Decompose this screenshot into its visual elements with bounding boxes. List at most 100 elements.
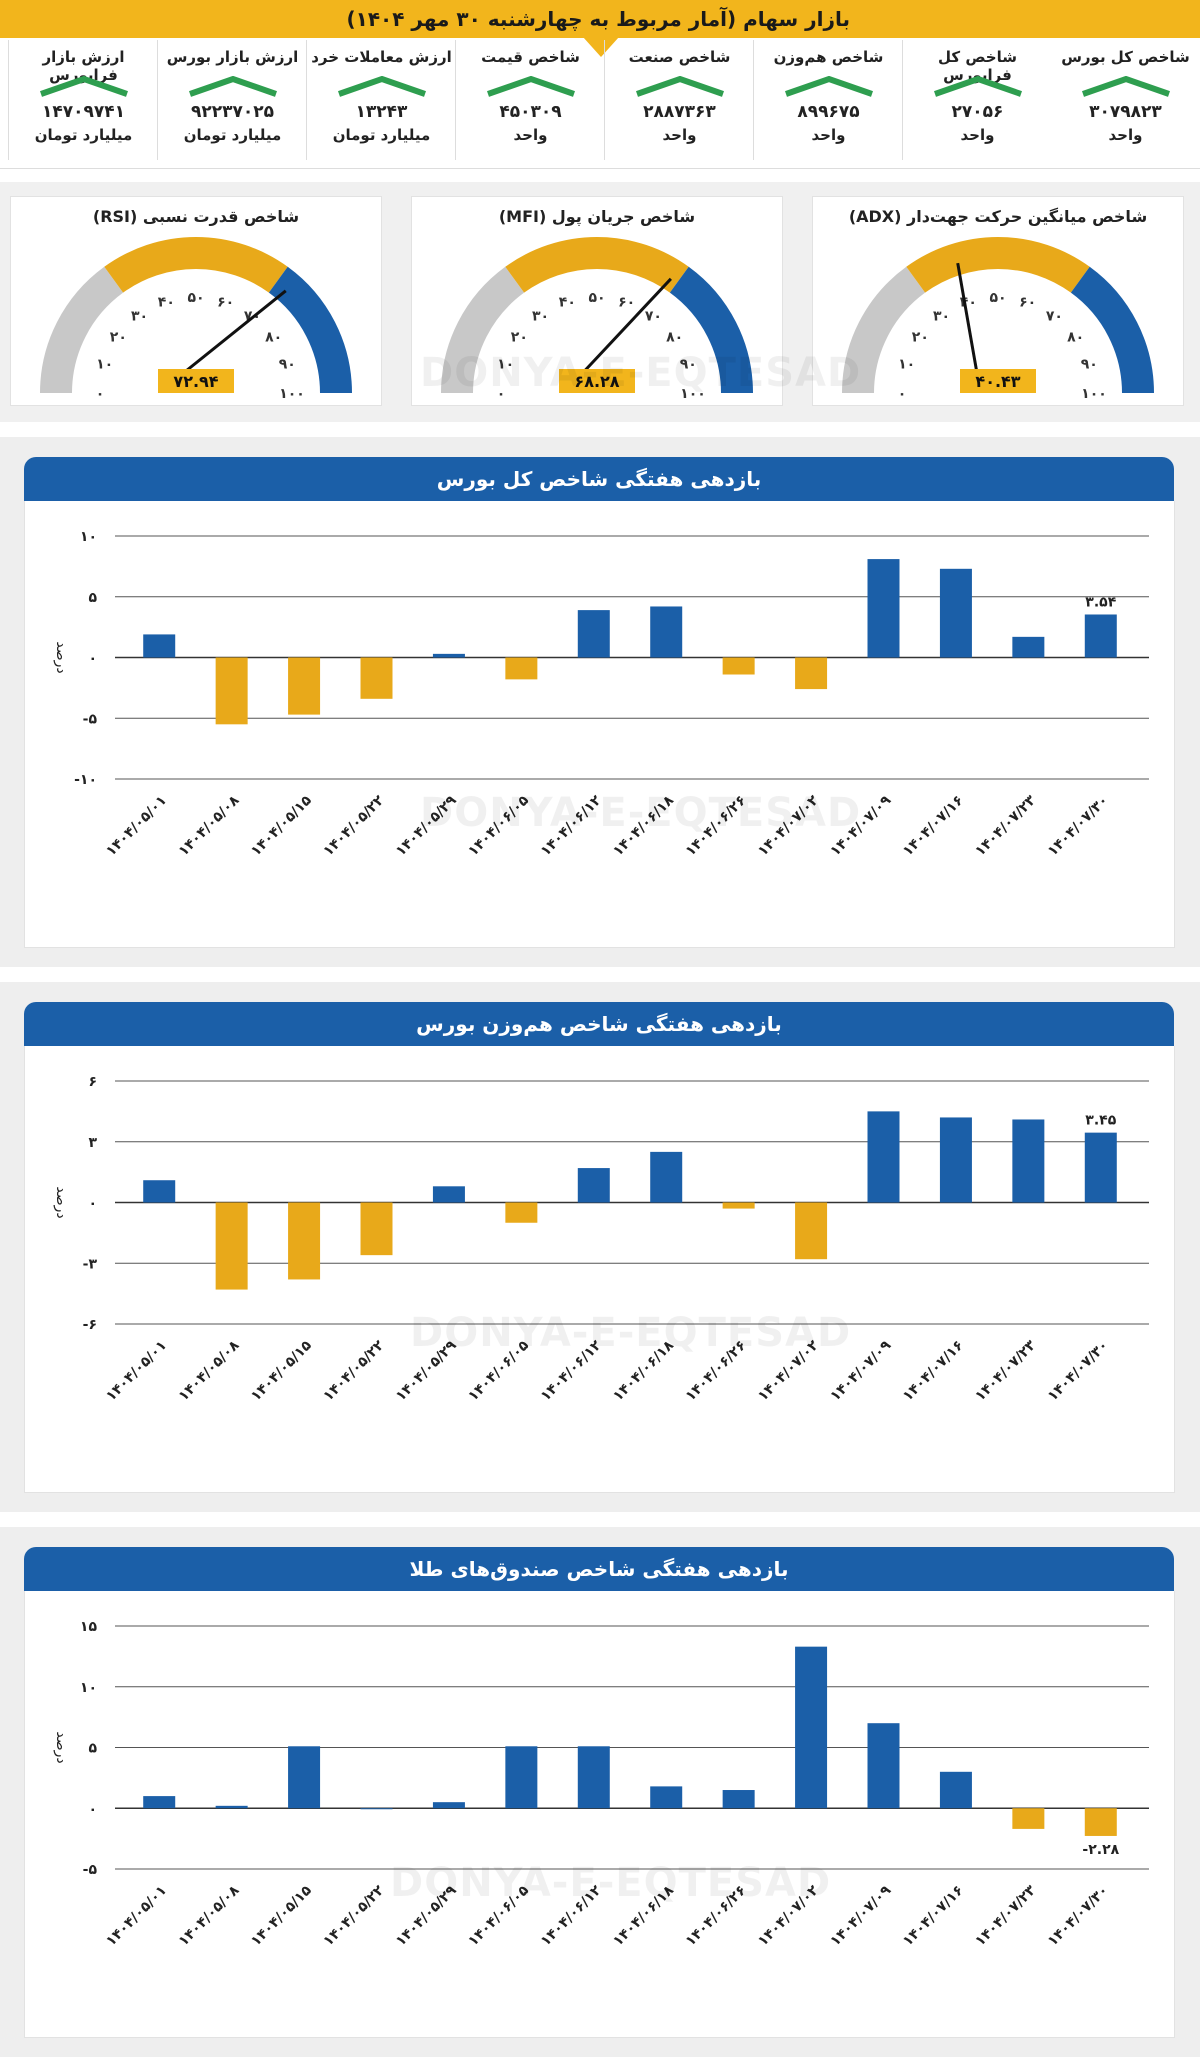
bar xyxy=(1012,636,1045,658)
gauge-title: شاخص میانگین حرکت جهت‌دار (ADX) xyxy=(848,207,1148,226)
stat-unit: میلیارد تومان xyxy=(183,126,282,144)
x-tick-label: ۱۴۰۴/۰۵/۲۲ xyxy=(320,1337,387,1404)
bar xyxy=(432,1186,465,1203)
stat-value: ۳۰۷۹۸۲۳ xyxy=(1089,102,1162,122)
gauge-tick-label: ۵۰ xyxy=(187,290,204,306)
bar xyxy=(1084,1808,1117,1836)
x-tick-label: ۱۴۰۴/۰۵/۰۱ xyxy=(103,1883,170,1950)
x-tick-label: ۱۴۰۴/۰۵/۱۵ xyxy=(248,1882,315,1949)
x-tick-label: ۱۴۰۴/۰۷/۱۶ xyxy=(900,1338,967,1405)
x-tick-label: ۱۴۰۴/۰۷/۲۳ xyxy=(972,1337,1039,1404)
x-tick-label: ۱۴۰۴/۰۷/۰۹ xyxy=(827,1882,894,1949)
bar xyxy=(505,1202,538,1223)
gauge-zone-mid xyxy=(505,237,689,293)
bar xyxy=(795,1646,828,1809)
gauge-zone-high xyxy=(1070,266,1154,394)
chart-section-equal-weight: بازدهی هفتگی شاخص هم‌وزن بورس ۶ ۳ ۰ -۳ -۶ درص… xyxy=(0,982,1200,1512)
x-tick-label: ۱۴۰۴/۰۷/۲۳ xyxy=(972,1882,1039,1949)
gauge-tick-label: ۴۰ xyxy=(559,295,576,311)
x-tick-label: ۱۴۰۴/۰۵/۰۸ xyxy=(176,792,243,859)
bar xyxy=(722,657,755,675)
y-tick-label: -۶ xyxy=(83,1317,97,1333)
bar xyxy=(360,1202,393,1256)
x-tick-label: ۱۴۰۴/۰۵/۱۵ xyxy=(248,792,315,859)
stat-label: شاخص قیمت xyxy=(481,48,580,66)
up-trend-icon xyxy=(487,76,575,97)
watermark-latin: DONYA-E-EQTESAD xyxy=(420,350,862,396)
y-axis-label: درصد xyxy=(53,1731,69,1763)
stat-retail-trade-value: ارزش معاملات خرد ۱۳۲۴۳ میلیارد تومان xyxy=(306,40,456,160)
stat-unit: واحد xyxy=(811,126,846,144)
bar xyxy=(867,559,900,658)
gauge-value-badge xyxy=(960,369,1036,393)
x-tick-label: ۱۴۰۴/۰۷/۳۰ xyxy=(1045,1883,1112,1950)
gauge-value-label: ۴۰.۴۳ xyxy=(975,372,1020,391)
gauge-tick-label: ۸۰ xyxy=(1067,330,1084,346)
x-tick-label: ۱۴۰۴/۰۵/۲۲ xyxy=(320,792,387,859)
gauge-tick-label: ۰ xyxy=(497,386,506,402)
bar xyxy=(577,1168,610,1203)
y-tick-label: -۳ xyxy=(83,1256,98,1272)
y-tick-label: ۱۵ xyxy=(80,1619,98,1635)
gauge-tick-label: ۶۰ xyxy=(618,295,635,311)
gauges-section: شاخص میانگین حرکت جهت‌دار (ADX) ۰ ۱۰ ۲۰ ۳۰ ۴… xyxy=(0,182,1200,422)
bar xyxy=(577,1746,610,1809)
stat-unit: واحد xyxy=(960,126,995,144)
gauge-tick-label: ۹۰ xyxy=(279,356,296,372)
stat-equal-weight-index: شاخص هم‌وزن ۸۹۹۶۷۵ واحد xyxy=(753,40,903,160)
gauge-tick-label: ۱۰ xyxy=(96,356,113,372)
gauge-needle xyxy=(956,262,980,380)
bar xyxy=(867,1723,900,1809)
watermark-latin: DONYA-E-EQTESAD xyxy=(410,1310,852,1356)
stat-farabourse-market-value: ارزش بازار فرابورس ۱۴۷۰۹۷۴۱ میلیارد توما… xyxy=(8,40,158,160)
bar xyxy=(143,634,176,658)
y-axis-label: درصد xyxy=(53,1186,69,1218)
gauge-tick-label: ۳۰ xyxy=(131,308,148,324)
bar xyxy=(577,610,610,658)
x-tick-label: ۱۴۰۴/۰۵/۰۸ xyxy=(176,1882,243,1949)
y-tick-label: ۰ xyxy=(88,1196,97,1212)
bar xyxy=(432,1802,465,1809)
stat-unit: میلیارد تومان xyxy=(34,126,133,144)
stat-label: ارزش بازار بورس xyxy=(166,48,299,66)
bar xyxy=(650,1786,683,1809)
gauge-adx: شاخص میانگین حرکت جهت‌دار (ADX) ۰ ۱۰ ۲۰ ۳۰ ۴… xyxy=(812,196,1184,406)
y-tick-label: -۵ xyxy=(83,711,98,727)
gauge-tick-label: ۶۰ xyxy=(1019,295,1036,311)
y-tick-label: ۶ xyxy=(88,1074,97,1090)
x-tick-label: ۱۴۰۴/۰۵/۲۲ xyxy=(320,1882,387,1949)
y-tick-label: ۱۰ xyxy=(80,1680,97,1696)
x-tick-label: ۱۴۰۴/۰۷/۱۶ xyxy=(900,1883,967,1950)
x-tick-label: ۱۴۰۴/۰۷/۲۳ xyxy=(972,792,1039,859)
gauge-title: شاخص جریان پول (MFI) xyxy=(498,207,696,226)
stats-row: شاخص کل بورس ۳۰۷۹۸۲۳ واحد شاخص کل فرابور… xyxy=(0,40,1200,169)
gauge-tick-label: ۲۰ xyxy=(511,330,528,346)
stat-value: ۱۳۲۴۳ xyxy=(355,102,408,122)
stat-industry-index: شاخص صنعت ۲۸۸۷۳۶۳ واحد xyxy=(604,40,754,160)
gauge-zone-mid xyxy=(104,237,288,293)
y-tick-label: ۵ xyxy=(88,1741,97,1757)
gauge-zone-mid xyxy=(906,237,1090,293)
stat-unit: واحد xyxy=(1108,126,1143,144)
stat-label: شاخص کل فرابورس xyxy=(938,48,1017,84)
gauge-tick-label: ۵۰ xyxy=(989,290,1006,306)
gauge-tick-label: ۰ xyxy=(96,386,105,402)
chart-section-gold-funds: بازدهی هفتگی شاخص صندوق‌های طلا ۱۵ ۱۰ ۵ ۰ -۵… xyxy=(0,1527,1200,2057)
bar xyxy=(288,1746,321,1809)
gauge-tick-label: ۱۰ xyxy=(898,356,915,372)
bar xyxy=(650,606,683,658)
gauge-tick-label: ۱۰۰ xyxy=(1081,386,1107,402)
bar xyxy=(432,653,465,658)
data-label: ۳.۴۵ xyxy=(1085,1113,1116,1129)
chart-card: ۶ ۳ ۰ -۳ -۶ درصد ۱۴۰۴/۰۵/۰۱ ۱۴۰۴/۰۵/۰۸ ۱۴۰۴/۰۵/۱… xyxy=(24,1046,1175,1493)
bar xyxy=(867,1111,900,1203)
header-banner: بازار سهام (آمار مربوط به چهارشنبه ۳۰ مه… xyxy=(0,0,1200,38)
up-trend-icon xyxy=(189,76,277,97)
bar xyxy=(722,1790,755,1809)
bar xyxy=(505,657,538,680)
bar xyxy=(795,657,828,690)
stat-unit: میلیارد تومان xyxy=(332,126,431,144)
gauge-needle xyxy=(175,289,287,381)
